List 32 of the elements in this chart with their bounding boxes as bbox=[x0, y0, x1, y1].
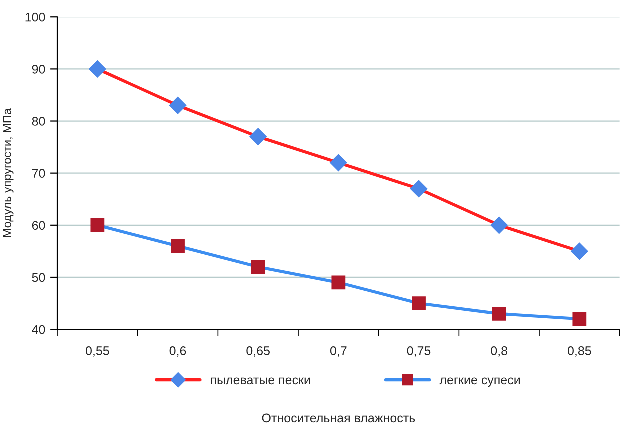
point bbox=[332, 276, 346, 290]
point bbox=[251, 260, 266, 274]
point bbox=[330, 154, 348, 172]
point bbox=[410, 180, 428, 198]
y-tick-label: 80 bbox=[32, 117, 46, 126]
point bbox=[250, 128, 267, 146]
point bbox=[89, 60, 106, 78]
x-tick-label: 0,55 bbox=[86, 346, 110, 357]
point bbox=[412, 296, 426, 310]
point bbox=[171, 239, 185, 254]
y-tick-label: 100 bbox=[26, 12, 46, 22]
y-axis-title: Модуль упругости, МПа bbox=[3, 108, 14, 238]
y-tick-label: 50 bbox=[32, 273, 46, 282]
point bbox=[492, 306, 506, 321]
y-tick-label: 70 bbox=[32, 169, 46, 178]
y-tick-label: 90 bbox=[32, 64, 46, 74]
x-tick-label: 0,85 bbox=[568, 346, 592, 357]
y-tick-label: 40 bbox=[32, 325, 46, 334]
x-tick-label: 0,8 bbox=[491, 346, 508, 357]
point bbox=[90, 218, 105, 232]
point bbox=[572, 312, 587, 326]
y-tick-label: 60 bbox=[32, 221, 46, 230]
point bbox=[490, 216, 508, 234]
x-tick-label: 0,6 bbox=[170, 346, 186, 357]
x-axis-title: Относительная влажность bbox=[262, 414, 416, 423]
legend-label: легкие супеси bbox=[440, 378, 520, 388]
x-tick-label: 0,7 bbox=[330, 346, 347, 357]
legend-label: пылеватые пески bbox=[211, 378, 310, 385]
x-tick-label: 0,65 bbox=[246, 346, 270, 357]
point bbox=[571, 242, 588, 260]
x-tick-label: 0,75 bbox=[407, 346, 431, 357]
point bbox=[169, 97, 187, 114]
